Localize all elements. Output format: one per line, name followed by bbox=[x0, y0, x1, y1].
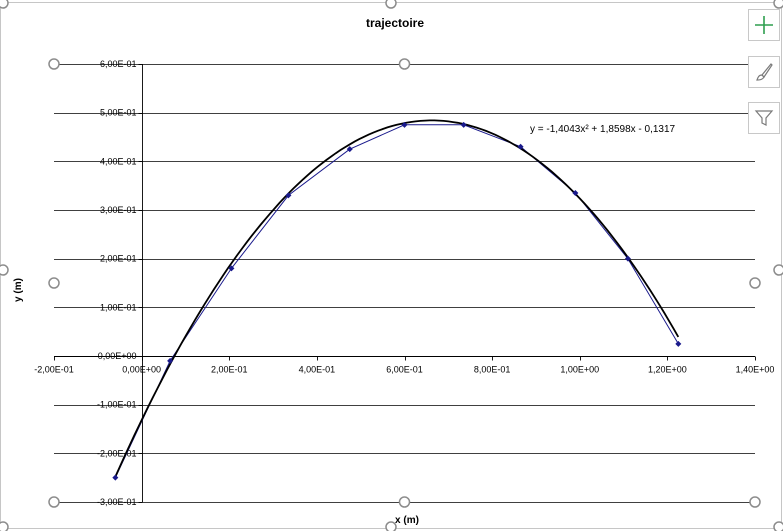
data-point[interactable] bbox=[675, 340, 682, 347]
plot-area-handle[interactable] bbox=[398, 58, 411, 70]
x-tick-label: 6,00E-01 bbox=[386, 365, 423, 375]
axes bbox=[54, 64, 756, 503]
polynomial-trendline[interactable] bbox=[114, 119, 680, 478]
y-tick-label: 5,00E-01 bbox=[100, 108, 137, 118]
data-point[interactable] bbox=[624, 255, 631, 262]
plot-area-handle[interactable] bbox=[398, 496, 411, 508]
x-tick-label: 1,20E+00 bbox=[648, 365, 687, 375]
chart-area-handle[interactable] bbox=[0, 521, 9, 531]
brush-icon bbox=[756, 63, 773, 81]
y-tick-label: -3,00E-01 bbox=[97, 497, 137, 507]
y-tick-label: 6,00E-01 bbox=[100, 59, 137, 69]
chart-elements-button[interactable] bbox=[748, 9, 780, 41]
x-tick-label: 4,00E-01 bbox=[299, 365, 336, 375]
y-tick-label: 3,00E-01 bbox=[100, 205, 137, 215]
chart-area-handle[interactable] bbox=[773, 264, 783, 276]
chart-area-handle[interactable] bbox=[0, 264, 9, 276]
x-axis-tick-labels[interactable]: -2,00E-01 0,00E+00 2,00E-01 4,00E-01 6,00E-0… bbox=[34, 365, 774, 375]
x-tick-label: 1,40E+00 bbox=[736, 365, 775, 375]
plot-area-handle[interactable] bbox=[48, 58, 60, 70]
plot-area-handle[interactable] bbox=[749, 496, 761, 508]
data-point[interactable] bbox=[167, 357, 174, 364]
data-point[interactable] bbox=[228, 265, 235, 272]
data-point[interactable] bbox=[517, 143, 524, 150]
x-tick-label: -2,00E-01 bbox=[34, 365, 74, 375]
data-point[interactable] bbox=[460, 121, 467, 128]
x-tick-label: 2,00E-01 bbox=[211, 365, 248, 375]
x-tick-label: 0,00E+00 bbox=[122, 365, 161, 375]
y-tick-label: -2,00E-01 bbox=[97, 448, 137, 458]
trendline-path[interactable] bbox=[114, 119, 680, 478]
y-axis-title[interactable]: y (m) bbox=[13, 278, 24, 302]
chart-styles-button[interactable] bbox=[748, 56, 780, 88]
data-point[interactable] bbox=[112, 474, 119, 481]
data-point[interactable] bbox=[346, 146, 353, 153]
x-axis-title[interactable]: x (m) bbox=[395, 515, 419, 526]
data-point[interactable] bbox=[401, 121, 408, 128]
data-point[interactable] bbox=[572, 189, 579, 196]
plus-icon bbox=[755, 16, 773, 34]
y-axis-tick-labels[interactable]: 6,00E-01 5,00E-01 4,00E-01 3,00E-01 2,00E-01… bbox=[97, 59, 137, 507]
x-tick-label: 8,00E-01 bbox=[474, 365, 511, 375]
x-tick-label: 1,00E+00 bbox=[560, 365, 599, 375]
chart-title[interactable]: trajectoire bbox=[366, 16, 424, 30]
chart-area-handle[interactable] bbox=[385, 0, 397, 9]
plot-area-handle[interactable] bbox=[48, 496, 60, 508]
y-tick-label: -1,00E-01 bbox=[97, 400, 137, 410]
y-tick-label: 4,00E-01 bbox=[100, 156, 137, 166]
filter-icon bbox=[754, 110, 774, 126]
y-tick-label: 1,00E-01 bbox=[100, 302, 137, 312]
y-tick-label: 2,00E-01 bbox=[100, 254, 137, 264]
chart-filters-button[interactable] bbox=[748, 102, 780, 134]
chart-area-handle[interactable] bbox=[385, 521, 397, 531]
chart-area-handle[interactable] bbox=[773, 521, 783, 531]
plot-area-handle[interactable] bbox=[749, 277, 761, 289]
data-series-markers[interactable] bbox=[112, 121, 682, 481]
y-tick-label: 0,00E+00 bbox=[98, 351, 137, 361]
data-point[interactable] bbox=[285, 192, 292, 199]
trendline-equation-label[interactable]: y = -1,4043x² + 1,8598x - 0,1317 bbox=[530, 124, 676, 135]
plot-area-handle[interactable] bbox=[48, 277, 60, 289]
chart-area-handle[interactable] bbox=[773, 0, 783, 9]
chart-area-handle[interactable] bbox=[0, 0, 9, 9]
